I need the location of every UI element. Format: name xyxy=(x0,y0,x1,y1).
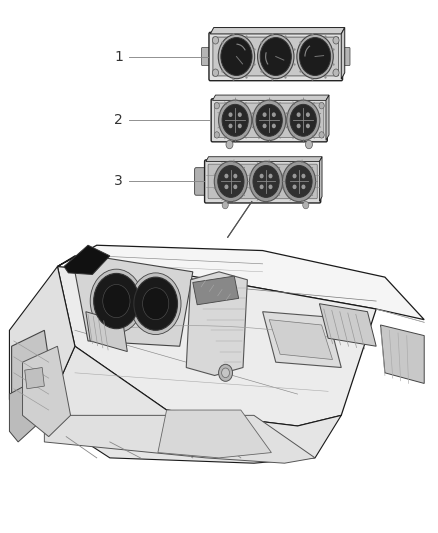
Circle shape xyxy=(302,185,305,189)
Circle shape xyxy=(212,69,219,76)
Circle shape xyxy=(305,140,312,149)
Circle shape xyxy=(297,34,333,79)
Circle shape xyxy=(272,124,275,127)
Text: 1: 1 xyxy=(114,50,123,63)
FancyBboxPatch shape xyxy=(209,33,343,80)
Circle shape xyxy=(94,273,139,329)
Circle shape xyxy=(234,185,237,189)
Circle shape xyxy=(269,185,272,189)
Polygon shape xyxy=(193,276,239,305)
Circle shape xyxy=(307,113,309,116)
Circle shape xyxy=(222,368,230,377)
FancyBboxPatch shape xyxy=(340,47,350,66)
Polygon shape xyxy=(381,325,424,383)
Circle shape xyxy=(221,37,252,76)
Polygon shape xyxy=(206,157,322,161)
Circle shape xyxy=(214,102,219,109)
Text: 2: 2 xyxy=(114,114,123,127)
Polygon shape xyxy=(64,245,110,274)
Circle shape xyxy=(333,69,339,76)
Polygon shape xyxy=(86,312,127,352)
Polygon shape xyxy=(10,266,75,426)
Circle shape xyxy=(238,124,241,127)
Polygon shape xyxy=(57,245,424,320)
Circle shape xyxy=(90,269,143,333)
Polygon shape xyxy=(210,28,345,34)
Circle shape xyxy=(300,37,331,76)
Circle shape xyxy=(260,174,263,177)
Polygon shape xyxy=(44,415,315,463)
Circle shape xyxy=(260,37,291,76)
FancyBboxPatch shape xyxy=(194,167,208,195)
Circle shape xyxy=(297,113,300,116)
Circle shape xyxy=(293,185,296,189)
Circle shape xyxy=(218,34,254,79)
Circle shape xyxy=(219,100,252,141)
Polygon shape xyxy=(57,266,376,426)
Circle shape xyxy=(214,132,219,138)
Circle shape xyxy=(272,113,275,116)
Circle shape xyxy=(333,37,339,44)
Circle shape xyxy=(319,132,324,138)
Polygon shape xyxy=(25,368,44,389)
Polygon shape xyxy=(10,383,35,442)
Circle shape xyxy=(225,185,228,189)
FancyBboxPatch shape xyxy=(201,47,211,66)
Circle shape xyxy=(307,124,309,127)
Circle shape xyxy=(218,165,244,197)
Circle shape xyxy=(319,102,324,109)
Circle shape xyxy=(134,277,177,330)
Circle shape xyxy=(222,201,228,209)
Circle shape xyxy=(226,140,233,149)
FancyBboxPatch shape xyxy=(215,103,324,138)
Circle shape xyxy=(229,113,232,116)
Circle shape xyxy=(225,174,228,177)
Circle shape xyxy=(293,174,296,177)
FancyBboxPatch shape xyxy=(211,99,327,142)
Circle shape xyxy=(250,161,283,201)
Polygon shape xyxy=(263,312,341,368)
Circle shape xyxy=(283,161,315,201)
Circle shape xyxy=(212,37,219,44)
Circle shape xyxy=(103,285,130,318)
Text: 3: 3 xyxy=(114,174,123,189)
Circle shape xyxy=(258,34,294,79)
FancyBboxPatch shape xyxy=(213,37,339,76)
Circle shape xyxy=(234,174,237,177)
Circle shape xyxy=(222,104,248,136)
Circle shape xyxy=(260,185,263,189)
Polygon shape xyxy=(326,95,329,140)
Polygon shape xyxy=(22,346,71,437)
Circle shape xyxy=(303,201,309,209)
Circle shape xyxy=(143,288,169,320)
Polygon shape xyxy=(269,320,332,360)
Circle shape xyxy=(302,174,305,177)
Polygon shape xyxy=(212,95,329,100)
Circle shape xyxy=(214,161,247,201)
FancyBboxPatch shape xyxy=(208,164,317,199)
Circle shape xyxy=(269,174,272,177)
Circle shape xyxy=(287,100,320,141)
Polygon shape xyxy=(186,272,247,375)
FancyBboxPatch shape xyxy=(205,160,321,203)
Circle shape xyxy=(263,113,266,116)
Circle shape xyxy=(253,100,286,141)
Polygon shape xyxy=(12,330,53,415)
Circle shape xyxy=(229,124,232,127)
Circle shape xyxy=(253,165,279,197)
Polygon shape xyxy=(341,28,345,79)
Polygon shape xyxy=(319,157,322,201)
Circle shape xyxy=(219,365,233,381)
Circle shape xyxy=(286,165,312,197)
Polygon shape xyxy=(44,346,341,463)
Circle shape xyxy=(238,113,241,116)
Polygon shape xyxy=(75,256,193,346)
Circle shape xyxy=(131,273,181,335)
Circle shape xyxy=(297,124,300,127)
Polygon shape xyxy=(158,410,272,458)
Circle shape xyxy=(290,104,316,136)
Polygon shape xyxy=(319,304,376,346)
Circle shape xyxy=(263,124,266,127)
Circle shape xyxy=(256,104,283,136)
